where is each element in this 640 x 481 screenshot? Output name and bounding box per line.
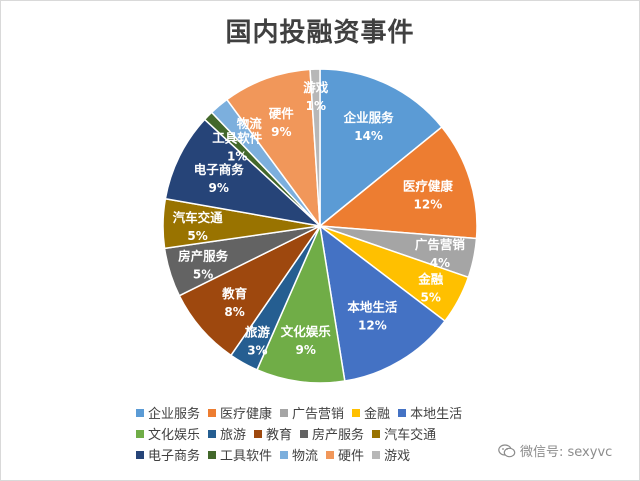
legend-row: 企业服务 医疗健康 广告营销 金融 本地生活	[136, 402, 536, 423]
legend-label: 房产服务	[312, 428, 365, 443]
chart-title: 国内投融资事件	[225, 18, 415, 48]
legend-swatch	[136, 450, 144, 459]
legend-item: 金融	[352, 403, 390, 422]
legend-item: 文化娱乐	[136, 424, 200, 443]
legend-item: 教育	[254, 424, 292, 443]
legend-label: 物流	[292, 449, 319, 464]
slice-label-8: 教育	[221, 286, 248, 301]
slice-value-15: 1%	[306, 99, 326, 113]
legend-row: 电子商务 工具软件 物流 硬件 游戏	[136, 444, 536, 465]
slice-label-15: 游戏	[303, 80, 329, 95]
legend-label: 工具软件	[220, 449, 273, 464]
slice-value-6: 9%	[296, 343, 316, 357]
legend-label: 金融	[364, 407, 391, 422]
legend-item: 游戏	[372, 445, 410, 464]
slice-label-13: 物流	[237, 116, 263, 131]
legend-item: 电子商务	[136, 445, 200, 464]
chart-legend: 企业服务 医疗健康 广告营销 金融 本地生活文化娱乐 旅游 教育 房产服务 汽车交通电子商务 工具…	[136, 402, 536, 465]
legend-swatch	[372, 429, 381, 438]
legend-swatch	[208, 429, 217, 438]
legend-label: 文化娱乐	[148, 428, 201, 443]
slice-label-3: 广告营销	[415, 237, 466, 252]
legend-item: 企业服务	[136, 403, 200, 422]
legend-swatch	[208, 450, 217, 459]
slice-label-6: 文化娱乐	[281, 324, 332, 339]
slice-label-7: 旅游	[244, 325, 271, 340]
slice-value-11: 9%	[209, 181, 229, 195]
legend-label: 硬件	[338, 449, 365, 464]
legend-label: 电子商务	[148, 449, 201, 464]
legend-label: 医疗健康	[220, 407, 273, 422]
legend-item: 工具软件	[208, 445, 272, 464]
legend-label: 广告营销	[292, 407, 345, 422]
legend-swatch	[254, 429, 263, 438]
slice-value-12: 1%	[227, 150, 247, 164]
watermark-text: 微信号: sexyvc	[520, 445, 613, 460]
slice-value-1: 14%	[354, 129, 383, 143]
legend-row: 文化娱乐 旅游 教育 房产服务 汽车交通	[136, 423, 536, 444]
legend-item: 医疗健康	[208, 403, 272, 422]
legend-swatch	[398, 408, 407, 417]
legend-label: 游戏	[384, 449, 411, 464]
slice-value-9: 5%	[193, 267, 213, 281]
legend-swatch	[280, 450, 289, 459]
pie-slice-2	[318, 125, 478, 240]
pie-slice-1	[319, 68, 443, 228]
slice-label-1: 企业服务	[343, 110, 395, 125]
legend-label: 企业服务	[148, 407, 201, 422]
slice-value-3: 4%	[430, 256, 450, 270]
legend-swatch	[300, 429, 309, 438]
watermark: 微信号: sexyvc	[498, 441, 612, 460]
legend-item: 广告营销	[280, 403, 344, 422]
pie-slice-15	[309, 68, 321, 227]
legend-item: 物流	[280, 445, 318, 464]
slice-label-11: 电子商务	[194, 162, 245, 177]
pie-slice-14	[225, 68, 321, 229]
legend-item: 本地生活	[398, 403, 462, 422]
wechat-icon	[498, 443, 516, 457]
legend-label: 旅游	[220, 428, 247, 443]
slice-label-12: 工具软件	[212, 131, 263, 146]
legend-item: 旅游	[208, 424, 246, 443]
legend-label: 教育	[266, 428, 293, 443]
slice-value-2: 12%	[414, 197, 443, 211]
pie-slice-5	[318, 224, 446, 382]
slice-value-4: 5%	[421, 290, 441, 304]
legend-swatch	[136, 429, 144, 438]
slice-label-5: 本地生活	[347, 300, 398, 315]
slice-label-14: 硬件	[269, 106, 295, 121]
slice-value-10: 5%	[187, 229, 207, 243]
legend-label: 本地生活	[410, 407, 463, 422]
legend-swatch	[208, 408, 217, 417]
pie-slice-11	[164, 118, 323, 228]
slice-value-5: 12%	[358, 319, 387, 333]
pie-chart: 企业服务 14% 医疗健康 12% 广告营销 4%金融 5% 本地生活 12% 文化娱乐 9% 旅游 3…	[162, 68, 478, 384]
legend-item: 硬件	[326, 445, 364, 464]
legend-swatch	[280, 408, 289, 417]
slice-value-8: 8%	[224, 305, 244, 319]
legend-swatch	[136, 408, 144, 417]
slice-value-7: 3%	[247, 344, 267, 358]
legend-label: 汽车交通	[384, 428, 437, 443]
slice-label-9: 房产服务	[178, 248, 229, 263]
slice-value-14: 9%	[271, 125, 291, 139]
legend-swatch	[352, 408, 361, 417]
legend-item: 汽车交通	[372, 424, 436, 443]
legend-swatch	[326, 450, 335, 459]
legend-swatch	[372, 450, 381, 459]
slice-label-10: 汽车交通	[173, 210, 224, 225]
legend-item: 房产服务	[300, 424, 364, 443]
slice-label-2: 医疗健康	[403, 178, 454, 193]
pie-slice-6	[256, 223, 346, 384]
slice-label-4: 金融	[417, 271, 444, 286]
